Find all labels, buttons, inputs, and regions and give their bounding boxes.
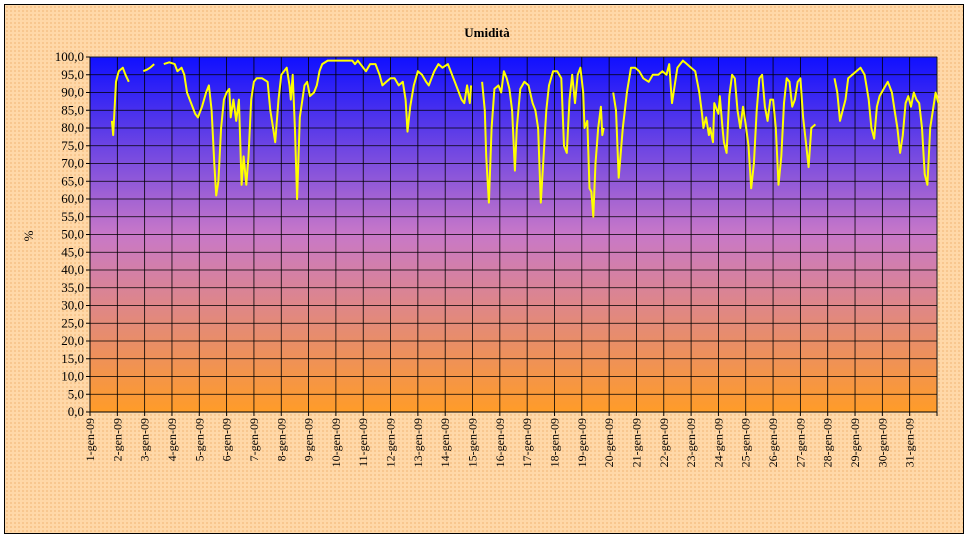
x-tick-label: 20-gen-09 — [602, 418, 616, 467]
humidity-line-segment — [481, 66, 605, 218]
humidity-line-segment — [163, 59, 473, 200]
y-tick-label: 90,0 — [61, 85, 84, 100]
y-tick-label: 75,0 — [61, 138, 84, 153]
x-tick-label: 18-gen-09 — [547, 418, 561, 467]
y-tick-label: 95,0 — [61, 67, 84, 82]
y-tick-label: 20,0 — [61, 333, 84, 348]
x-tick-label: 23-gen-09 — [684, 418, 698, 467]
x-tick-label: 15-gen-09 — [466, 418, 480, 467]
y-tick-label: 10,0 — [61, 369, 84, 384]
x-tick-label: 16-gen-09 — [493, 418, 507, 467]
x-tick-label: 24-gen-09 — [711, 418, 725, 467]
x-tick-label: 3-gen-09 — [138, 418, 152, 461]
x-tick-label: 17-gen-09 — [520, 418, 534, 467]
y-tick-label: 25,0 — [61, 315, 84, 330]
x-tick-label: 1-gen-09 — [83, 418, 97, 461]
y-tick-label: 5,0 — [68, 386, 84, 401]
y-axis-ticks: 0,0 5,0 10,0 15,0 20,0 25,0 30,0 35,0 40,0 45,0 50… — [55, 49, 90, 419]
y-tick-label: 15,0 — [61, 351, 84, 366]
x-tick-label: 27-gen-09 — [793, 418, 807, 467]
x-tick-label: 21-gen-09 — [629, 418, 643, 467]
x-tick-label: 10-gen-09 — [329, 418, 343, 467]
humidity-line-segment — [142, 63, 155, 73]
humidity-line-segment — [110, 66, 130, 137]
x-tick-label: 8-gen-09 — [274, 418, 288, 461]
x-tick-label: 25-gen-09 — [739, 418, 753, 467]
y-tick-label: 80,0 — [61, 120, 84, 135]
y-tick-label: 55,0 — [61, 209, 84, 224]
y-tick-label: 100,0 — [55, 49, 84, 64]
x-tick-label: 31-gen-09 — [903, 418, 917, 467]
y-tick-label: 0,0 — [68, 404, 84, 419]
humidity-line-segment — [833, 66, 940, 186]
x-tick-label: 6-gen-09 — [220, 418, 234, 461]
x-tick-label: 11-gen-09 — [356, 418, 370, 467]
x-tick-label: 12-gen-09 — [384, 418, 398, 467]
series-lines — [110, 59, 940, 218]
y-tick-label: 50,0 — [61, 227, 84, 242]
humidity-line-segment — [612, 59, 817, 190]
chart-title: Umidità — [464, 25, 510, 40]
y-axis-label: % — [21, 230, 36, 241]
y-tick-label: 70,0 — [61, 156, 84, 171]
x-tick-label: 14-gen-09 — [438, 418, 452, 467]
y-tick-label: 60,0 — [61, 191, 84, 206]
x-tick-label: 19-gen-09 — [575, 418, 589, 467]
y-tick-label: 45,0 — [61, 244, 84, 259]
x-tick-label: 22-gen-09 — [657, 418, 671, 467]
x-tick-label: 4-gen-09 — [165, 418, 179, 461]
x-tick-label: 7-gen-09 — [247, 418, 261, 461]
x-tick-label: 28-gen-09 — [821, 418, 835, 467]
x-tick-label: 9-gen-09 — [302, 418, 316, 461]
y-tick-label: 40,0 — [61, 262, 84, 277]
x-tick-label: 2-gen-09 — [110, 418, 124, 461]
x-tick-label: 29-gen-09 — [848, 418, 862, 467]
y-tick-label: 30,0 — [61, 298, 84, 313]
grid-lines — [89, 56, 938, 413]
x-tick-label: 13-gen-09 — [411, 418, 425, 467]
y-tick-label: 65,0 — [61, 173, 84, 188]
y-tick-label: 35,0 — [61, 280, 84, 295]
x-tick-label: 30-gen-09 — [875, 418, 889, 467]
x-tick-label: 26-gen-09 — [766, 418, 780, 467]
x-axis-ticks: 1-gen-09 2-gen-09 3-gen-09 4-gen-09 5-gen-09… — [83, 412, 938, 467]
x-tick-label: 5-gen-09 — [192, 418, 206, 461]
y-tick-label: 85,0 — [61, 102, 84, 117]
